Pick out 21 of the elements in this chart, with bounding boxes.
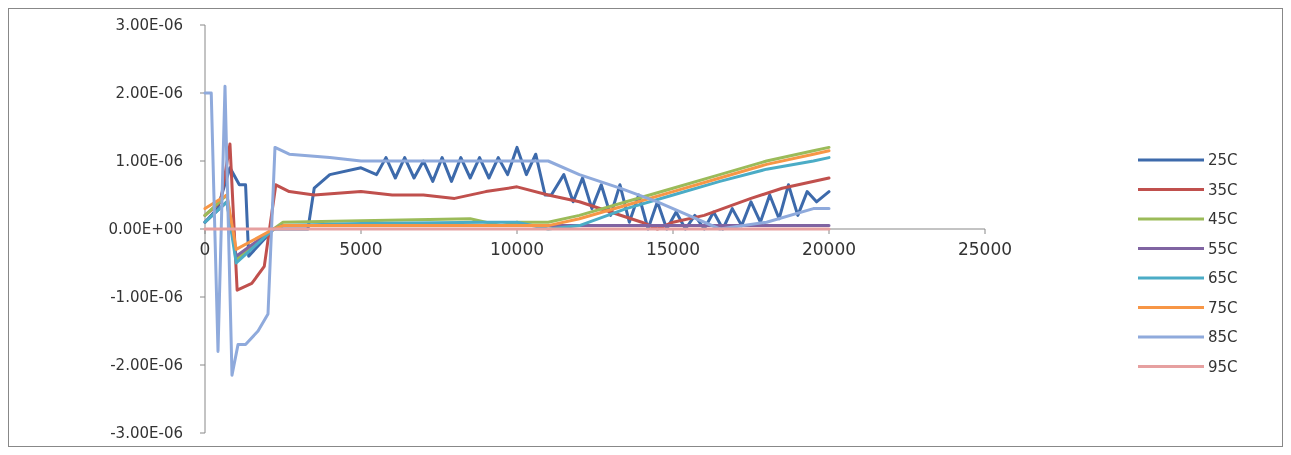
legend-label: 45C <box>1208 210 1238 229</box>
legend-label: 95C <box>1208 357 1238 376</box>
x-tick-label: 0 <box>199 239 211 259</box>
legend-label: 25C <box>1208 151 1238 170</box>
legend-label: 65C <box>1208 269 1238 288</box>
x-tick-label: 25000 <box>957 239 1013 259</box>
x-tick-label: 20000 <box>801 239 857 259</box>
x-tick-label: 5000 <box>339 239 383 259</box>
legend-label: 55C <box>1208 239 1238 258</box>
y-tick-label: -2.00E-06 <box>110 356 183 375</box>
legend-label: 75C <box>1208 298 1238 317</box>
y-tick-label: 2.00E-06 <box>115 84 183 103</box>
legend-label: 35C <box>1208 180 1238 199</box>
y-tick-label: -3.00E-06 <box>110 424 183 443</box>
x-tick-label: 10000 <box>489 239 545 259</box>
x-tick-label: 15000 <box>645 239 701 259</box>
y-tick-label: -1.00E-06 <box>110 288 183 307</box>
legend-label: 85C <box>1208 328 1238 347</box>
y-tick-label: 3.00E-06 <box>115 16 183 35</box>
y-tick-label: 1.00E-06 <box>115 152 183 171</box>
y-tick-label: 0.00E+00 <box>108 220 183 239</box>
